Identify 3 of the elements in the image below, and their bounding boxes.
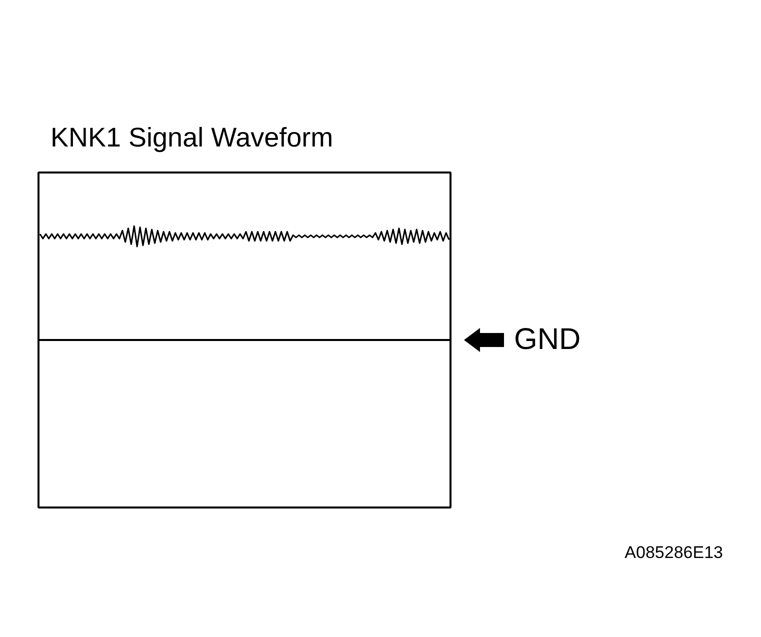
text: A085286E13 bbox=[624, 543, 723, 563]
chart-title: KNK1 Signal Waveform bbox=[50, 122, 334, 152]
ref-line-label: GND bbox=[514, 322, 581, 358]
